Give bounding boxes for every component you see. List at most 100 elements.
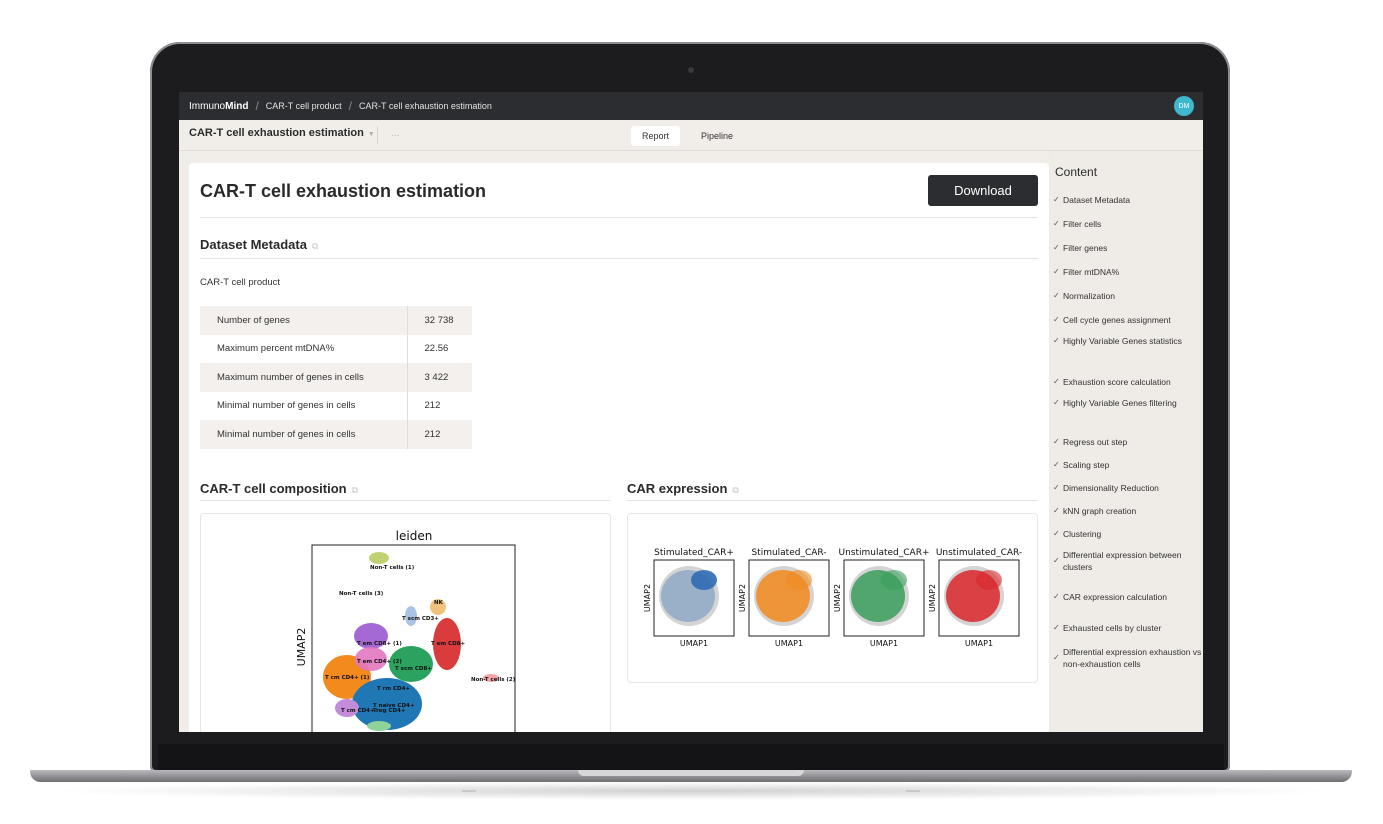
more-menu[interactable]: ... <box>391 128 400 139</box>
cluster-blob <box>354 623 388 649</box>
camera-dot <box>688 67 694 73</box>
sidebar-item-label: Filter genes <box>1063 243 1108 253</box>
cluster-label: T em CD4+ (2) <box>357 659 402 665</box>
checkmark-icon: ✓ <box>1053 506 1060 515</box>
cluster-blob <box>433 618 461 670</box>
breadcrumb-item-current[interactable]: CAR-T cell exhaustion estimation <box>359 101 492 111</box>
cluster-blob <box>405 606 417 626</box>
metadata-table: Number of genes 32 738 Maximum percent mt… <box>200 306 472 449</box>
brand-logo[interactable]: ImmunoMind <box>189 100 249 112</box>
sidebar-item[interactable]: ✓ Exhaustion score calculation <box>1053 376 1203 388</box>
checkmark-icon: ✓ <box>1053 336 1060 345</box>
link-icon[interactable]: ⧉ <box>351 485 359 495</box>
sidebar-item-label: Highly Variable Genes statistics <box>1063 336 1182 346</box>
umap-highlight-cells <box>881 570 907 590</box>
table-row: Maximum number of genes in cells 3 422 <box>200 363 472 392</box>
panel-frame <box>843 559 925 637</box>
y-axis-label: UMAP2 <box>295 628 308 667</box>
cluster-label: Non-T cells (3) <box>339 591 384 597</box>
sidebar-item[interactable]: ✓ Highly Variable Genes filtering <box>1053 397 1203 409</box>
sidebar-item[interactable]: ✓ CAR expression calculation <box>1053 591 1203 603</box>
sidebar-item[interactable]: ✓ Differential expression between cluster… <box>1053 549 1203 573</box>
laptop-foot <box>462 790 476 792</box>
divider <box>200 258 1038 259</box>
sidebar-item[interactable]: ✓ Highly Variable Genes statistics <box>1053 335 1203 347</box>
table-row: Minimal number of genes in cells 212 <box>200 420 472 449</box>
sidebar-item-label: Dimensionality Reduction <box>1063 483 1159 493</box>
leiden-clusters <box>323 552 499 731</box>
section-heading-metadata: Dataset Metadata ⧉ <box>200 237 319 252</box>
laptop-foot <box>906 790 920 792</box>
car-expression-umaps: Stimulated_CAR+UMAP1UMAP2Stimulated_CAR-… <box>643 548 1022 648</box>
sidebar-item-label: Filter mtDNA% <box>1063 267 1120 277</box>
sidebar-item[interactable]: ✓ Exhausted cells by cluster <box>1053 622 1203 634</box>
content-sidebar: Content ✓ Dataset Metadata ✓ Filter cells ✓ F… <box>1049 151 1203 732</box>
download-button[interactable]: Download <box>928 175 1038 206</box>
project-title-dropdown[interactable]: CAR-T cell exhaustion estimation ▼ <box>189 127 375 139</box>
breadcrumb-separator: / <box>255 99 259 113</box>
sidebar-item[interactable]: ✓ Cell cycle genes assignment <box>1053 314 1203 326</box>
laptop-bezel <box>158 744 1224 770</box>
sidebar-item-label: Differential expression exhaustion vs no… <box>1063 647 1202 669</box>
checkmark-icon: ✓ <box>1053 529 1060 538</box>
sidebar-item[interactable]: ✓ Scaling step <box>1053 459 1203 471</box>
cluster-label: Non-T cells (2) <box>471 677 516 683</box>
sidebar-item[interactable]: ✓ Filter genes <box>1053 242 1203 254</box>
sidebar-item[interactable]: ✓ Clustering <box>1053 528 1203 540</box>
sidebar-item-label: kNN graph creation <box>1063 506 1137 516</box>
cluster-blob <box>389 646 433 682</box>
cluster-label: NK <box>434 600 444 606</box>
y-axis-label: UMAP2 <box>833 584 842 612</box>
laptop-notch <box>578 770 804 776</box>
sidebar-item[interactable]: ✓ Filter mtDNA% <box>1053 266 1203 278</box>
sidebar-item[interactable]: ✓ Dataset Metadata <box>1053 194 1203 206</box>
section-heading-composition: CAR-T cell composition ⧉ <box>200 481 359 496</box>
table-cell-key: Number of genes <box>200 306 407 335</box>
sidebar-item-label: Normalization <box>1063 291 1115 301</box>
link-icon[interactable]: ⧉ <box>311 241 319 251</box>
sidebar-item[interactable]: ✓ kNN graph creation <box>1053 505 1203 517</box>
sidebar-item[interactable]: ✓ Dimensionality Reduction <box>1053 482 1203 494</box>
umap-highlight-cells <box>786 570 812 590</box>
checkmark-icon: ✓ <box>1053 377 1060 386</box>
sidebar-item[interactable]: ✓ Differential expression exhaustion vs n… <box>1053 646 1203 670</box>
umap-highlight-cells <box>976 570 1002 590</box>
checkmark-icon: ✓ <box>1053 623 1060 632</box>
checkmark-icon: ✓ <box>1053 243 1060 252</box>
cluster-label: T em CD8+ <box>431 641 465 647</box>
table-cell-key: Maximum percent mtDNA% <box>217 343 335 355</box>
avatar[interactable]: DM <box>1174 96 1194 116</box>
table-cell-key: Maximum number of genes in cells <box>200 363 407 392</box>
checkmark-icon: ✓ <box>1053 291 1060 300</box>
sidebar-item[interactable]: ✓ Regress out step <box>1053 436 1203 448</box>
divider <box>200 217 1038 218</box>
x-axis-label: UMAP1 <box>775 639 803 648</box>
breadcrumb-item-project[interactable]: CAR-T cell product <box>265 101 342 111</box>
panel-title: Unstimulated_CAR+ <box>838 548 929 558</box>
y-axis-label: UMAP2 <box>738 584 747 612</box>
checkmark-icon: ✓ <box>1053 437 1060 446</box>
report-card: CAR-T cell exhaustion estimation Downloa… <box>189 163 1049 732</box>
cluster-blob <box>369 552 389 564</box>
checkmark-icon: ✓ <box>1053 556 1060 565</box>
cluster-label: Treg CD4+ <box>373 708 406 714</box>
link-icon[interactable]: ⧉ <box>732 485 739 495</box>
cluster-blob <box>335 699 359 717</box>
sidebar-item-label: Exhaustion score calculation <box>1063 377 1171 387</box>
cluster-blob <box>352 678 422 730</box>
sidebar-item[interactable]: ✓ Normalization <box>1053 290 1203 302</box>
sidebar-item[interactable]: ✓ Filter cells <box>1053 218 1203 230</box>
y-axis-label: UMAP2 <box>928 584 937 612</box>
tab-report[interactable]: Report <box>631 126 681 146</box>
cluster-label: T scm CD8+ <box>395 666 432 672</box>
cluster-blob <box>483 674 499 682</box>
sidebar-item-label: Cell cycle genes assignment <box>1063 315 1171 325</box>
checkmark-icon: ✓ <box>1053 653 1060 662</box>
tab-pipeline[interactable]: Pipeline <box>701 131 734 141</box>
table-row: Maximum percent mtDNA% 22.56 <box>200 334 472 363</box>
sidebar-item-label: Differential expression between clusters <box>1063 550 1182 572</box>
cluster-blob <box>367 721 391 731</box>
cluster-labels: Non-T cells (1) Non-T cells (3) NK T scm… <box>325 565 516 714</box>
panel-frame <box>748 559 830 637</box>
sidebar-item-label: Clustering <box>1063 529 1102 539</box>
